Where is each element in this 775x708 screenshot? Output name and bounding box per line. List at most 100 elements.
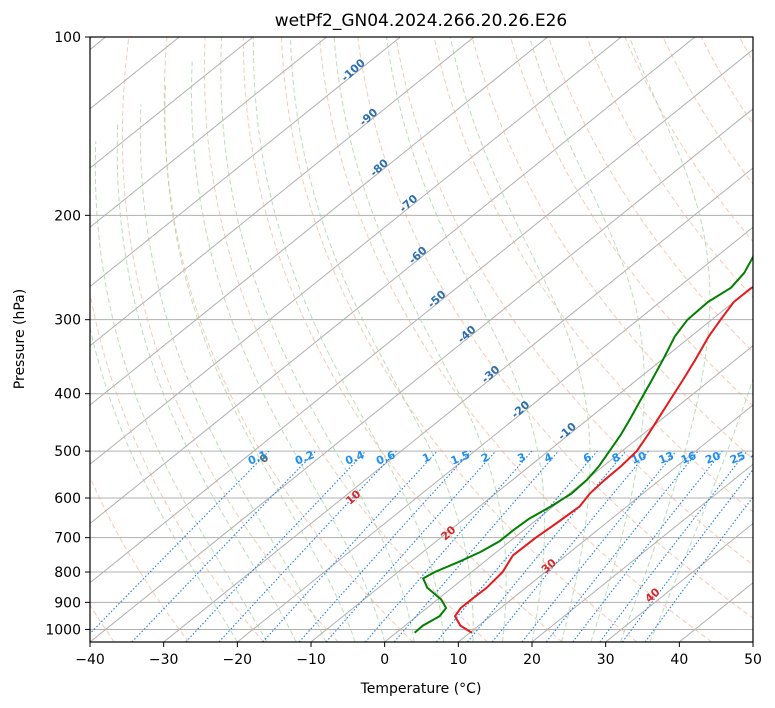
x-tick-label: −10 (296, 652, 326, 668)
mixing-ratio-label: 36 (770, 449, 775, 467)
y-axis-label: Pressure (hPa) (12, 289, 28, 389)
mixing-ratio-line (599, 450, 748, 642)
y-tick-label: 100 (54, 30, 81, 46)
dry-adiabat-line (471, 37, 753, 460)
dry-adiabat-label: -100 (339, 56, 368, 84)
mixing-ratio-label: 20 (703, 449, 722, 467)
mixing-ratio-label: 25 (728, 449, 747, 467)
x-axis-label: Temperature (°C) (360, 681, 482, 697)
mixing-ratio-line (521, 450, 677, 642)
dry-adiabat-label: -30 (479, 363, 503, 386)
dry-adiabat-label: 10 (343, 487, 363, 507)
dry-adiabat-line (163, 37, 414, 642)
moist-adiabat-line (449, 37, 591, 642)
mixing-ratio-line (621, 468, 753, 642)
mixing-ratio-line (393, 450, 559, 642)
y-tick-label: 800 (54, 565, 81, 581)
dry-adiabat-line (203, 37, 488, 642)
moist-adiabat-line (619, 37, 711, 642)
mixing-ratio-label: 1 (421, 450, 433, 465)
dry-adiabat-line (586, 37, 753, 299)
mixing-ratio-line (644, 496, 753, 642)
isotherm-line (605, 522, 753, 642)
moist-adiabat-line (333, 37, 507, 642)
isotherm-line (90, 37, 254, 169)
chart-title: wetPf2_GN04.2024.266.20.26.E26 (275, 11, 567, 31)
isobar-grid (90, 37, 753, 630)
x-tick-label: 10 (449, 652, 467, 668)
plot-area: -100-90-80-70-60-50-40-30-20-10010203040… (90, 37, 775, 642)
y-tick-label: 1000 (45, 622, 81, 638)
mixing-ratio-lines (90, 450, 753, 642)
dry-adiabat-label: -50 (425, 288, 449, 311)
isotherm-line (90, 108, 753, 642)
y-tick-label: 300 (54, 313, 81, 329)
mixing-ratio-label: 8 (610, 450, 622, 465)
isotherm-line (531, 463, 753, 642)
mixing-ratio-line (545, 450, 699, 642)
dry-adiabat-line (90, 37, 264, 642)
moist-adiabat-line (139, 104, 327, 642)
dry-adiabat-line (548, 37, 753, 353)
mixing-ratio-line (131, 450, 317, 642)
mixing-ratio-line (572, 450, 723, 642)
mixing-ratio-line (467, 450, 627, 642)
x-axis-ticks: −40 −30 −20 −10 0 10 20 30 40 50 (75, 642, 762, 668)
mixing-ratio-line (185, 450, 367, 642)
mixing-ratio-label: 3 (516, 450, 528, 465)
isotherm-line (90, 37, 622, 465)
moist-adiabat-line (289, 37, 474, 642)
y-tick-label: 400 (54, 387, 81, 403)
isotherm-line (310, 285, 753, 642)
dry-adiabat-line (624, 37, 753, 243)
y-tick-label: 600 (54, 491, 81, 507)
isotherm-line (752, 641, 753, 642)
dry-adiabat-line (509, 37, 753, 407)
dry-adiabat-line (433, 37, 753, 513)
dry-adiabat-line (357, 37, 753, 619)
y-tick-label: 200 (54, 208, 81, 224)
moist-adiabat-line (116, 123, 297, 642)
isotherm-line (90, 37, 475, 347)
dry-adiabat-line (738, 37, 753, 62)
moist-adiabat-line (220, 37, 415, 642)
y-axis-ticks: 100 200 300 400 500 600 700 800 900 1000 (45, 30, 90, 638)
dry-adiabat-line (319, 37, 712, 642)
y-tick-label: 500 (54, 444, 81, 460)
x-tick-label: 50 (744, 652, 762, 668)
moist-adiabat-line (164, 83, 356, 642)
dewpoint-profile-line (413, 252, 753, 634)
isotherm-line (163, 167, 753, 642)
dry-adiabat-line (281, 37, 638, 642)
x-tick-label: −20 (223, 652, 253, 668)
moist-adiabat-line (190, 61, 386, 642)
dry-adiabat-label: -80 (368, 156, 392, 179)
isotherm-line (237, 226, 753, 642)
sounding-profiles (413, 252, 753, 634)
mixing-ratio-line (435, 450, 598, 642)
isotherm-grid (90, 37, 753, 642)
mixing-ratio-label: 30 (749, 449, 768, 467)
mixing-ratio-line (262, 450, 438, 642)
mixing-ratio-line (491, 450, 650, 642)
x-tick-label: 40 (670, 652, 688, 668)
mixing-ratio-label: 13 (657, 449, 676, 467)
isotherm-line (90, 37, 327, 228)
isotherm-line (458, 404, 753, 642)
dry-adiabat-line (662, 37, 753, 185)
mixing-ratio-line (364, 450, 533, 642)
dry-adiabat-label: -90 (357, 106, 381, 129)
moist-adiabats (90, 37, 753, 642)
mixing-ratio-line (298, 450, 472, 642)
dry-adiabat-label: -10 (555, 420, 579, 443)
isotherm-line (90, 37, 548, 406)
x-tick-label: 20 (523, 652, 541, 668)
mixing-ratio-line (218, 450, 398, 642)
temperature-profile-line (454, 286, 753, 634)
mixing-ratio-line (325, 450, 497, 642)
isotherm-line (679, 582, 753, 642)
mixing-ratio-label: 6 (581, 450, 593, 465)
isotherm-line (90, 37, 696, 525)
dry-adiabat-line (90, 476, 190, 642)
